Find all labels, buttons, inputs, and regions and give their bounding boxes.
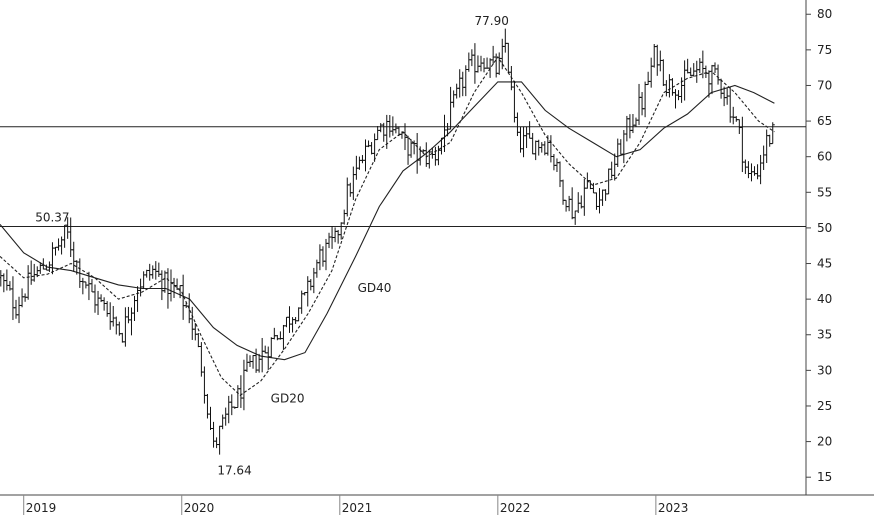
x-tick-label: 2022: [500, 501, 531, 515]
y-tick-label: 70: [817, 78, 832, 92]
y-tick-label: 50: [817, 221, 832, 235]
x-tick-label: 2020: [184, 501, 215, 515]
y-tick-label: 35: [817, 328, 832, 342]
annotation-label: 77.90: [475, 14, 509, 28]
y-tick-label: 80: [817, 7, 832, 21]
y-tick-label: 25: [817, 399, 832, 413]
series-line-gd40: [0, 81, 775, 361]
annotation-label: 17.64: [217, 463, 251, 477]
annotation-label: GD40: [358, 281, 392, 295]
y-tick-label: 55: [817, 185, 832, 199]
x-tick-label: 2023: [658, 501, 689, 515]
annotation-label: 50.37: [35, 210, 69, 224]
y-axis: 80 75 70 65 60 55 50 45 40 35 30 25 20 15: [806, 7, 832, 484]
moving-averages: [0, 56, 775, 397]
y-tick-label: 30: [817, 363, 832, 377]
y-tick-label: 15: [817, 470, 832, 484]
y-tick-label: 40: [817, 292, 832, 306]
annotation-label: GD20: [271, 391, 305, 405]
price-bars: [0, 28, 775, 455]
y-tick-label: 60: [817, 150, 832, 164]
y-tick-label: 20: [817, 435, 832, 449]
y-tick-label: 75: [817, 43, 832, 57]
x-axis: 2019 2020 2021 2022 2023: [23, 495, 689, 515]
annotations: 50.37 77.90 17.64 GD40 GD20: [35, 14, 509, 477]
horizontal-levels: [0, 126, 806, 227]
y-tick-label: 65: [817, 114, 832, 128]
x-tick-label: 2019: [26, 501, 57, 515]
chart-frame: [0, 0, 874, 496]
x-tick-label: 2021: [342, 501, 373, 515]
series-line-gd20: [0, 56, 775, 397]
y-tick-label: 45: [817, 257, 832, 271]
